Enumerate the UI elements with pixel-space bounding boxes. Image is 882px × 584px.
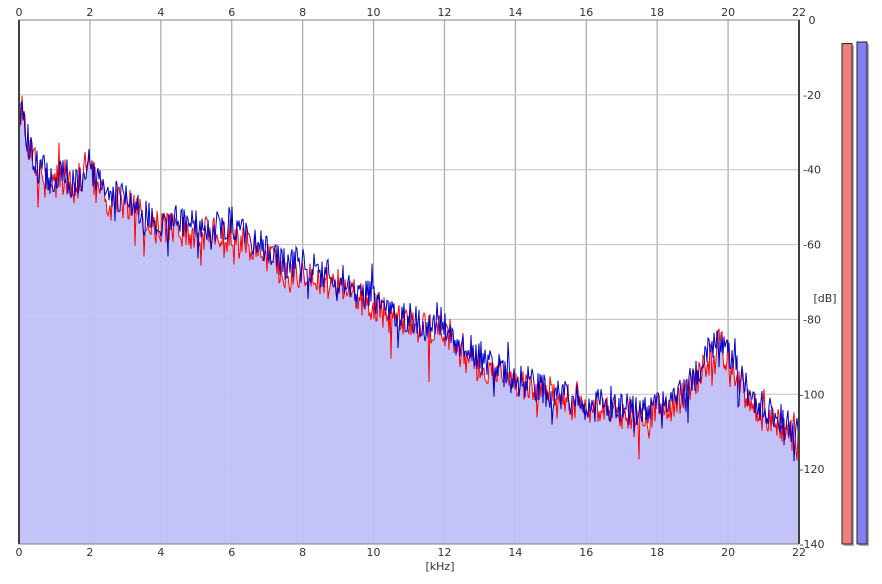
y-axis-label: [dB] xyxy=(813,292,836,305)
x-axis-label: [kHz] xyxy=(426,560,455,573)
x-tick-label-top: 20 xyxy=(721,6,735,19)
x-tick-label-top: 2 xyxy=(86,6,93,19)
x-tick-label-top: 6 xyxy=(228,6,235,19)
x-tick-label-top: 0 xyxy=(16,6,23,19)
x-tick-label-bottom: 8 xyxy=(299,546,306,559)
y-tick-label: -20 xyxy=(803,89,821,102)
y-tick-label: -140 xyxy=(800,538,825,551)
x-tick-label-top: 14 xyxy=(508,6,522,19)
x-tick-label-bottom: 2 xyxy=(86,546,93,559)
y-tick-label: -120 xyxy=(800,463,825,476)
spectrum-fill-area xyxy=(19,101,799,544)
plot-frame xyxy=(18,19,800,545)
level-meter-right xyxy=(856,41,868,545)
x-tick-label-top: 10 xyxy=(367,6,381,19)
x-tick-label-bottom: 12 xyxy=(437,546,451,559)
x-tick-label-top: 8 xyxy=(299,6,306,19)
y-tick-label: -80 xyxy=(803,313,821,326)
y-tick-labels: 0 -20 -40 -60 -80 -100 -120 -140 xyxy=(800,14,825,551)
y-tick-label: -60 xyxy=(803,239,821,252)
x-tick-label-bottom: 4 xyxy=(157,546,164,559)
x-tick-label-bottom: 20 xyxy=(721,546,735,559)
x-tick-labels-top: 0 2 4 6 8 10 12 14 16 18 20 22 xyxy=(16,6,807,19)
x-tick-label-top: 16 xyxy=(579,6,593,19)
x-tick-labels-bottom: 0 2 4 6 8 10 12 14 16 18 20 22 xyxy=(16,546,807,559)
y-tick-label: 0 xyxy=(809,14,816,27)
y-tick-label: -100 xyxy=(800,388,825,401)
x-tick-label-bottom: 0 xyxy=(16,546,23,559)
x-tick-label-bottom: 6 xyxy=(228,546,235,559)
x-tick-label-bottom: 14 xyxy=(508,546,522,559)
x-tick-label-top: 12 xyxy=(437,6,451,19)
x-tick-label-bottom: 16 xyxy=(579,546,593,559)
x-tick-label-bottom: 10 xyxy=(367,546,381,559)
x-tick-label-bottom: 22 xyxy=(792,546,806,559)
x-tick-label-top: 18 xyxy=(650,6,664,19)
y-tick-label: -40 xyxy=(803,164,821,177)
level-meters xyxy=(841,41,869,547)
x-tick-label-bottom: 18 xyxy=(650,546,664,559)
x-tick-label-top: 22 xyxy=(792,6,806,19)
series-line-left-channel xyxy=(18,95,800,461)
series-line-right-channel xyxy=(18,99,800,462)
level-meter-left xyxy=(841,43,853,545)
x-tick-label-top: 4 xyxy=(157,6,164,19)
